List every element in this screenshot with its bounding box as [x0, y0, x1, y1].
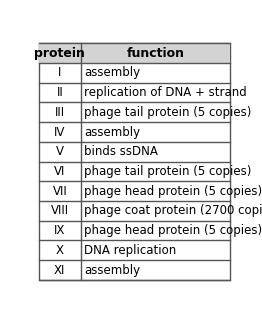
Text: VI: VI — [54, 165, 66, 178]
Text: DNA replication: DNA replication — [84, 244, 176, 257]
Text: VIII: VIII — [51, 204, 69, 217]
Text: phage tail protein (5 copies): phage tail protein (5 copies) — [84, 165, 251, 178]
Text: assembly: assembly — [84, 66, 140, 79]
Text: replication of DNA + strand: replication of DNA + strand — [84, 86, 247, 99]
Text: phage head protein (5 copies): phage head protein (5 copies) — [84, 185, 262, 198]
Text: XI: XI — [54, 263, 66, 276]
Text: phage tail protein (5 copies): phage tail protein (5 copies) — [84, 106, 251, 119]
Text: III: III — [55, 106, 65, 119]
Text: phage head protein (5 copies): phage head protein (5 copies) — [84, 224, 262, 237]
Text: phage coat protein (2700 copies): phage coat protein (2700 copies) — [84, 204, 262, 217]
Text: IX: IX — [54, 224, 66, 237]
Text: V: V — [56, 145, 64, 158]
Text: function: function — [126, 47, 184, 60]
Bar — [39, 43, 230, 63]
Text: X: X — [56, 244, 64, 257]
Text: I: I — [58, 66, 62, 79]
Text: assembly: assembly — [84, 125, 140, 139]
Text: VII: VII — [52, 185, 67, 198]
Text: IV: IV — [54, 125, 66, 139]
Text: II: II — [57, 86, 63, 99]
Text: binds ssDNA: binds ssDNA — [84, 145, 158, 158]
Text: protein: protein — [34, 47, 85, 60]
Text: assembly: assembly — [84, 263, 140, 276]
